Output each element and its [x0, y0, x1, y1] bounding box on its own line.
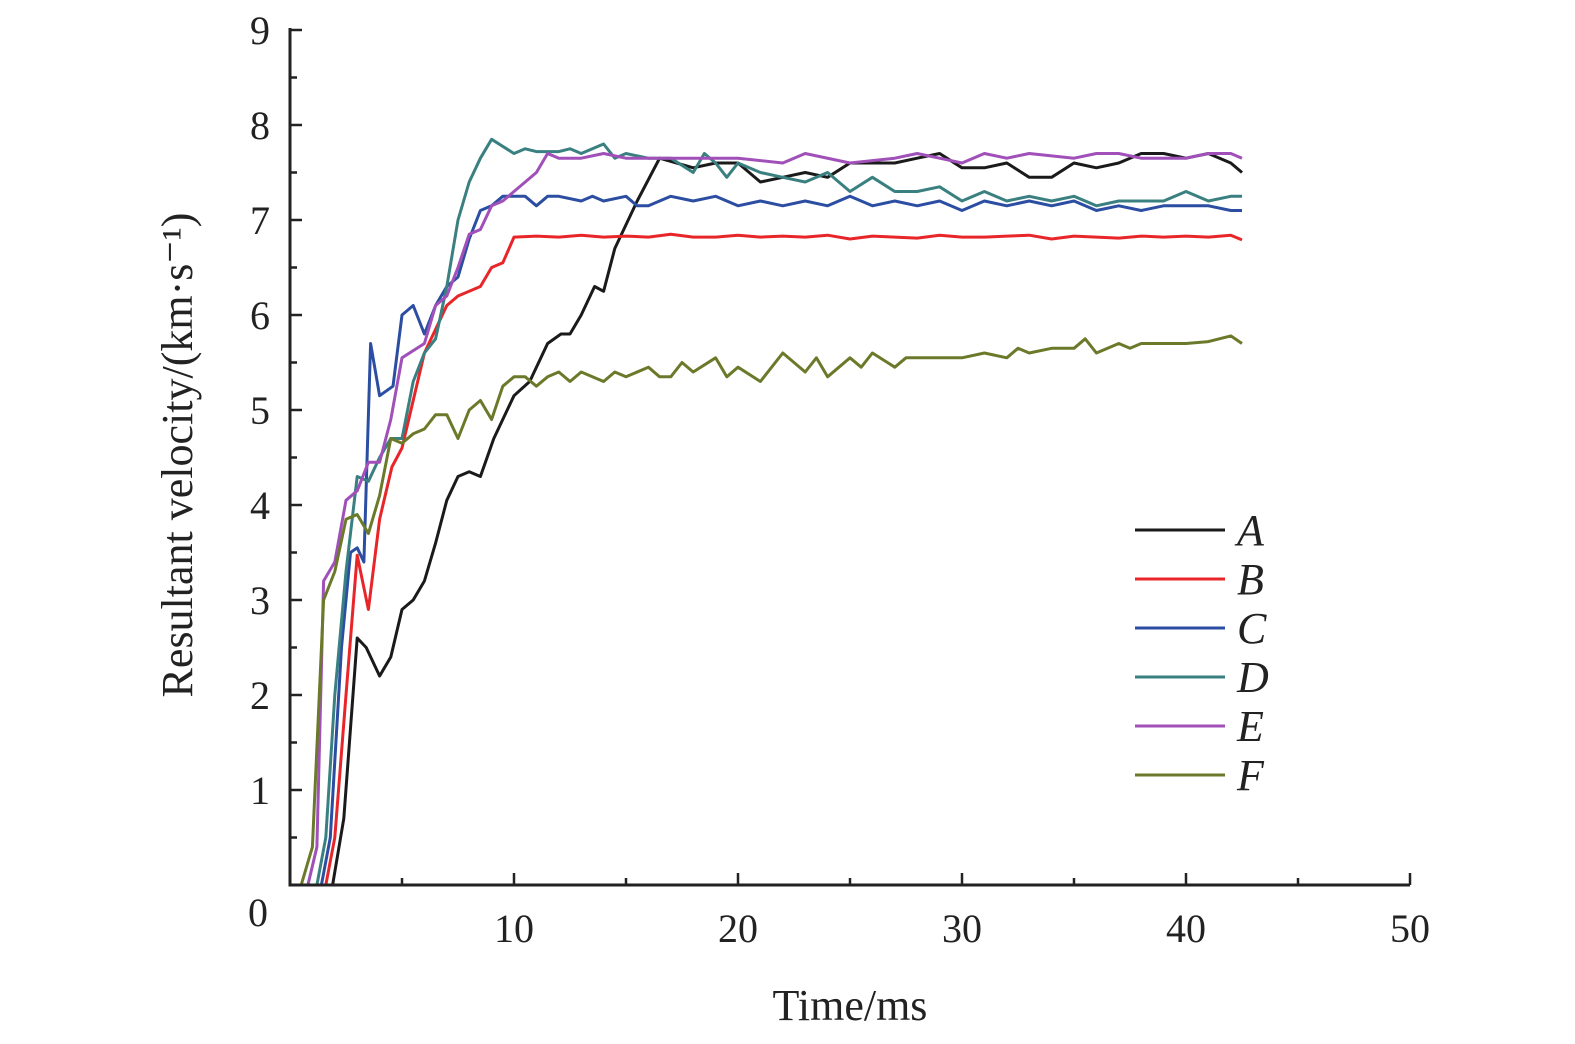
- x-tick-label: 40: [1166, 906, 1206, 951]
- legend-label-F: F: [1236, 751, 1265, 800]
- series-line-E: [290, 152, 1243, 887]
- y-tick-label: 0: [248, 890, 268, 935]
- x-tick-label: 50: [1390, 906, 1430, 951]
- series-line-D: [290, 137, 1242, 887]
- legend-label-E: E: [1236, 702, 1264, 751]
- legend-label-D: D: [1236, 653, 1269, 702]
- y-tick-label: 9: [250, 8, 270, 53]
- series-layer: [290, 137, 1243, 887]
- axes-layer: 10 20 30 40 50 0 1 2 3 4 5 6 7 8 9: [248, 8, 1430, 951]
- series-line-F: [290, 334, 1243, 887]
- x-tick-label: 10: [494, 906, 534, 951]
- x-axis-title: Time/ms: [773, 981, 928, 1030]
- y-tick-label: 5: [250, 388, 270, 433]
- legend-label-A: A: [1234, 506, 1265, 555]
- series-line-A: [290, 152, 1243, 887]
- x-tick-label: 20: [718, 906, 758, 951]
- y-tick-label: 1: [250, 768, 270, 813]
- series-line-C: [290, 194, 1242, 887]
- y-tick-label: 2: [250, 673, 270, 718]
- legend-label-C: C: [1237, 604, 1267, 653]
- x-tick-label: 30: [942, 906, 982, 951]
- y-tick-label: 6: [250, 293, 270, 338]
- y-tick-label: 8: [250, 103, 270, 148]
- y-axis-title: Resultant velocity/(km·s⁻¹): [153, 213, 202, 698]
- y-tick-label: 3: [250, 578, 270, 623]
- y-tick-label: 7: [250, 198, 270, 243]
- series-line-B: [290, 232, 1243, 887]
- y-tick-label: 4: [250, 483, 270, 528]
- legend-label-B: B: [1237, 555, 1264, 604]
